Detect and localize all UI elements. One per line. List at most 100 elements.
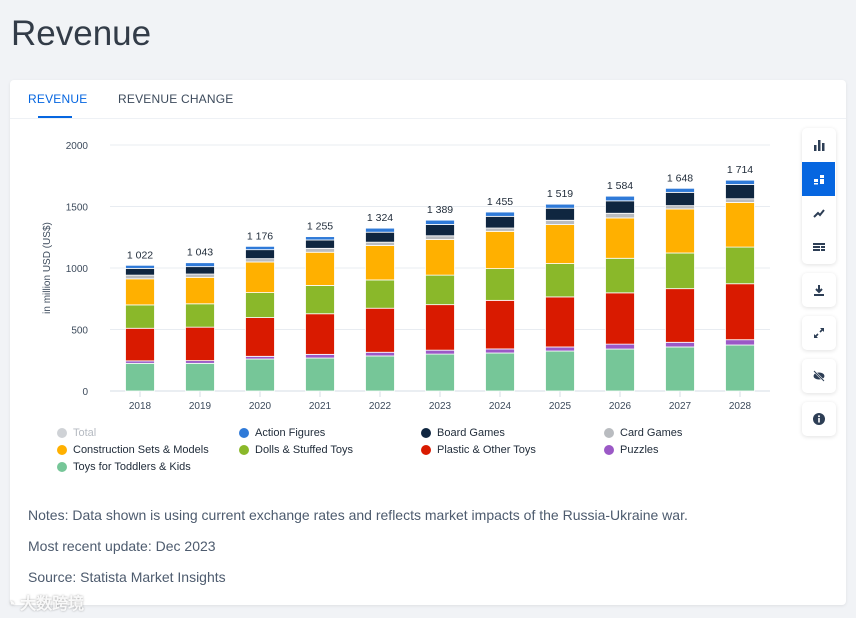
x-tick-label: 2025	[549, 401, 572, 412]
bar-segment-construction-sets-models	[485, 230, 515, 270]
tab-bar: REVENUE REVENUE CHANGE	[10, 80, 846, 119]
bar-segment-puzzles	[365, 351, 395, 357]
bar-segment-action-figures	[125, 264, 155, 269]
bar-segment-plastic-other-toys	[305, 313, 335, 355]
bar-segment-board-games	[665, 191, 695, 207]
bar-segment-board-games	[185, 266, 215, 275]
y-tick-label: 500	[71, 326, 88, 337]
table-icon	[812, 243, 825, 251]
stacked-bar-button[interactable]	[802, 162, 835, 196]
legend-label: Action Figures	[255, 427, 326, 439]
bar-segment-puzzles	[245, 355, 275, 360]
total-data-label: 1 324	[367, 212, 393, 224]
legend-label: Card Games	[620, 427, 683, 439]
page-title: Revenue	[11, 14, 152, 53]
legend-dot-icon	[57, 445, 67, 455]
hide-icon	[812, 370, 825, 382]
bar-segment-dolls-stuffed-toys	[605, 257, 635, 294]
total-data-label: 1 584	[607, 180, 633, 192]
bar-segment-dolls-stuffed-toys	[485, 268, 515, 301]
bar-segment-card-games	[425, 235, 455, 240]
x-tick-label: 2028	[729, 401, 752, 412]
bar-segment-puzzles	[485, 348, 515, 354]
total-data-label: 1 389	[427, 204, 453, 216]
info-icon	[812, 413, 825, 425]
stacked-bar-chart: 0 500 1000 1500 2000 in million USD (US$) 2018…	[42, 141, 770, 412]
tab-revenue-change[interactable]: REVENUE CHANGE	[118, 92, 234, 106]
download-button[interactable]	[802, 273, 835, 307]
bar-segment-card-games	[485, 227, 515, 232]
revenue-card: REVENUE REVENUE CHANGE 0 500 1000 1500 2000 i…	[10, 80, 846, 605]
legend-item[interactable]: Total	[57, 427, 96, 439]
bar-segment-board-games	[365, 231, 395, 243]
bar-segment-plastic-other-toys	[665, 288, 695, 343]
bar-segment-construction-sets-models	[605, 217, 635, 259]
table-button[interactable]	[802, 230, 835, 264]
stacked-bar-icon	[813, 175, 824, 185]
bar-segment-plastic-other-toys	[365, 307, 395, 353]
legend-item[interactable]: Construction Sets & Models	[57, 444, 209, 456]
notes-text: Notes: Data shown is using current excha…	[28, 507, 688, 523]
legend-item[interactable]: Plastic & Other Toys	[421, 444, 536, 456]
hide-button[interactable]	[802, 359, 835, 393]
legend-dot-icon	[421, 445, 431, 455]
legend-item[interactable]: Puzzles	[604, 444, 659, 456]
bar-segment-card-games	[725, 198, 755, 203]
legend-item[interactable]: Card Games	[604, 427, 682, 439]
bar-segment-construction-sets-models	[665, 208, 695, 254]
y-tick-label: 0	[82, 387, 88, 398]
bar-segment-card-games	[365, 241, 395, 246]
y-tick-label: 1500	[66, 203, 89, 214]
fullscreen-button[interactable]	[802, 316, 835, 350]
x-tick-label: 2022	[369, 401, 392, 412]
total-data-label: 1 648	[667, 172, 693, 184]
bar-segment-toys-for-toddlers-kids	[545, 350, 575, 392]
bar-segment-action-figures	[425, 219, 455, 225]
bar-segment-puzzles	[425, 349, 455, 355]
bar-segment-board-games	[485, 215, 515, 229]
bar-segment-toys-for-toddlers-kids	[245, 358, 275, 392]
tab-revenue[interactable]: REVENUE	[28, 92, 88, 106]
x-tick-label: 2026	[609, 401, 632, 412]
legend-label: Dolls & Stuffed Toys	[255, 444, 354, 456]
bar-segment-card-games	[185, 273, 215, 278]
x-tick-label: 2018	[129, 401, 152, 412]
y-tick-label: 1000	[66, 264, 89, 275]
bar-segment-dolls-stuffed-toys	[125, 304, 155, 329]
legend-item[interactable]: Action Figures	[239, 427, 325, 439]
total-data-label: 1 519	[547, 188, 573, 200]
bar-segment-dolls-stuffed-toys	[545, 263, 575, 298]
legend-item[interactable]: Board Games	[421, 427, 505, 439]
bar-segment-dolls-stuffed-toys	[725, 246, 755, 285]
bar-segment-dolls-stuffed-toys	[245, 292, 275, 318]
bar-segment-action-figures	[545, 203, 575, 209]
legend-dot-icon	[421, 428, 431, 438]
x-tick-label: 2021	[309, 401, 332, 412]
info-button[interactable]	[802, 402, 835, 436]
legend-label: Construction Sets & Models	[73, 444, 209, 456]
bar-segment-action-figures	[665, 187, 695, 193]
legend-dot-icon	[239, 428, 249, 438]
y-tick-label: 2000	[66, 141, 89, 152]
bar-chart-button[interactable]	[802, 128, 835, 162]
bar-segment-plastic-other-toys	[605, 292, 635, 345]
bar-segment-toys-for-toddlers-kids	[605, 348, 635, 392]
bar-segment-puzzles	[605, 343, 635, 350]
bar-segment-action-figures	[305, 236, 335, 241]
total-data-label: 1 714	[727, 164, 753, 176]
bar-segment-puzzles	[725, 339, 755, 346]
bar-segment-board-games	[305, 239, 335, 249]
bar-segment-dolls-stuffed-toys	[365, 279, 395, 309]
total-data-label: 1 022	[127, 249, 153, 261]
legend-item[interactable]: Toys for Toddlers & Kids	[57, 461, 191, 473]
bar-segment-action-figures	[485, 211, 515, 217]
total-data-label: 1 176	[247, 230, 273, 242]
bar-segment-plastic-other-toys	[485, 299, 515, 350]
legend-item[interactable]: Dolls & Stuffed Toys	[239, 444, 353, 456]
bar-segment-action-figures	[365, 227, 395, 233]
legend-label: Plastic & Other Toys	[437, 444, 536, 456]
bar-segment-card-games	[305, 247, 335, 253]
line-chart-button[interactable]	[802, 196, 835, 230]
bar-segment-board-games	[245, 249, 275, 260]
bar-segment-construction-sets-models	[245, 261, 275, 294]
